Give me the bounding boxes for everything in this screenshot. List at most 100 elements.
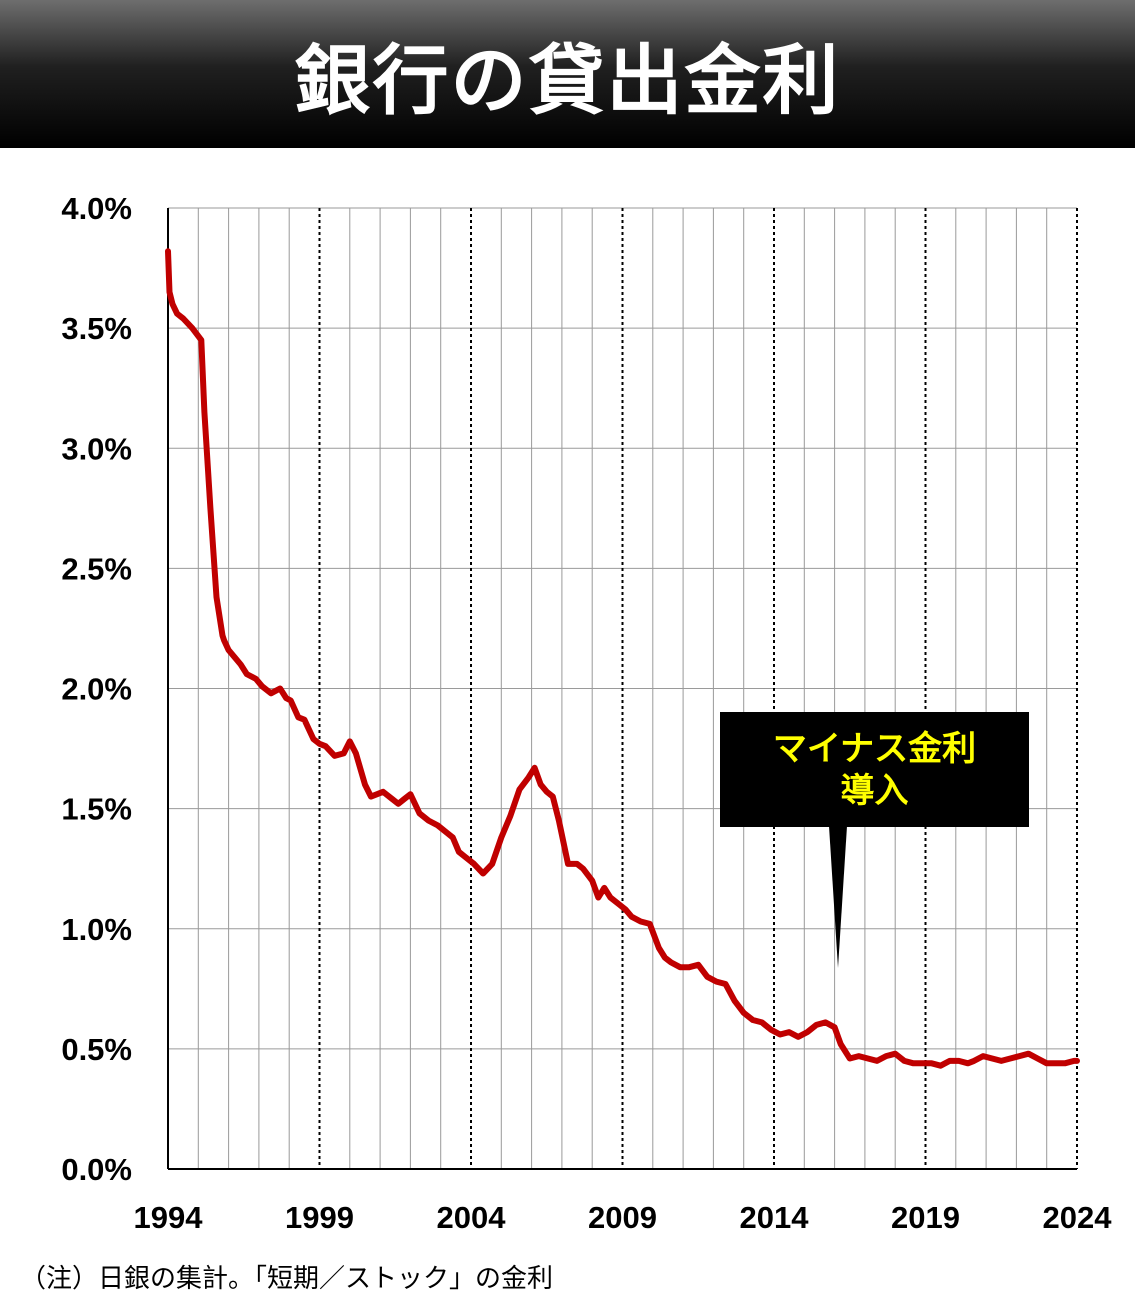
data-point xyxy=(489,861,495,867)
data-point xyxy=(768,1027,774,1033)
x-tick-label: 2004 xyxy=(437,1200,507,1235)
data-point xyxy=(647,921,653,927)
data-point xyxy=(207,505,214,511)
data-point xyxy=(444,830,450,836)
data-point xyxy=(589,878,595,884)
data-point xyxy=(616,902,623,908)
data-point xyxy=(353,750,359,756)
data-point xyxy=(380,789,386,795)
data-point xyxy=(450,834,456,841)
data-point xyxy=(395,801,401,807)
data-point xyxy=(1062,1060,1068,1066)
data-point xyxy=(213,594,220,600)
data-point xyxy=(480,870,486,877)
data-point xyxy=(832,1024,838,1030)
data-point xyxy=(288,697,294,704)
data-point xyxy=(668,959,674,965)
x-tick-label: 1994 xyxy=(134,1200,204,1235)
data-point xyxy=(892,1051,898,1057)
data-point xyxy=(856,1053,862,1059)
data-point xyxy=(998,1058,1004,1064)
data-point xyxy=(750,1017,756,1023)
data-point xyxy=(947,1058,953,1064)
data-point xyxy=(374,791,380,797)
data-point xyxy=(1025,1051,1032,1057)
y-tick-label: 0.0% xyxy=(61,1152,132,1187)
data-point xyxy=(580,866,586,872)
data-point xyxy=(259,683,265,689)
data-point xyxy=(741,1010,747,1016)
data-point xyxy=(686,964,692,970)
data-point xyxy=(169,301,176,307)
data-point xyxy=(1016,1053,1023,1059)
x-axis-tick-labels: 1994 1999 2004 2009 2014 2019 2024 xyxy=(134,1200,1113,1235)
data-point xyxy=(341,750,347,756)
data-point xyxy=(865,1055,871,1062)
data-point xyxy=(166,289,173,295)
data-point xyxy=(910,1060,916,1066)
data-point xyxy=(201,409,207,415)
data-point xyxy=(622,906,629,913)
data-point xyxy=(498,834,504,841)
data-point xyxy=(525,774,532,780)
y-tick-label: 3.0% xyxy=(61,431,132,466)
data-point xyxy=(822,1019,829,1026)
data-point xyxy=(174,311,180,317)
data-point xyxy=(704,974,710,980)
data-point xyxy=(268,690,274,696)
data-point xyxy=(722,981,729,987)
footnote: （注）日銀の集計。「短期／ストック」の金利 xyxy=(20,1264,554,1294)
data-point xyxy=(244,671,250,677)
data-point xyxy=(238,661,244,668)
data-point xyxy=(1035,1055,1041,1062)
data-point xyxy=(507,813,513,819)
data-point xyxy=(695,962,701,968)
data-point xyxy=(938,1063,944,1069)
data-point xyxy=(565,861,571,867)
data-point xyxy=(759,1019,765,1026)
data-point xyxy=(295,714,301,720)
data-point xyxy=(332,753,338,759)
y-tick-label: 1.0% xyxy=(61,912,132,947)
data-point xyxy=(253,676,259,682)
page-title: 銀行の貸出金利 xyxy=(294,36,841,125)
data-point xyxy=(556,818,562,824)
data-point xyxy=(713,979,720,985)
x-tick-label: 2014 xyxy=(740,1200,810,1235)
x-tick-label: 1999 xyxy=(285,1200,354,1235)
data-point xyxy=(416,810,423,817)
x-tick-label: 2009 xyxy=(588,1200,657,1235)
data-point xyxy=(165,248,171,254)
data-point xyxy=(198,337,204,343)
y-tick-label: 2.5% xyxy=(61,551,132,586)
data-point xyxy=(316,741,323,747)
data-point xyxy=(595,894,601,901)
data-point xyxy=(550,794,556,800)
data-point xyxy=(471,861,477,867)
data-point xyxy=(283,695,289,701)
data-point xyxy=(462,854,468,860)
axes xyxy=(167,208,1077,1170)
data-point xyxy=(874,1058,880,1064)
y-axis-tick-labels: 0.0% 0.5% 1.0% 1.5% 2.0% 2.5% 3.0% 3.5% 4.0% xyxy=(61,191,132,1187)
data-point xyxy=(532,765,538,771)
y-tick-label: 2.0% xyxy=(61,672,132,707)
data-point xyxy=(677,964,683,970)
data-point xyxy=(189,325,195,331)
x-tick-label: 2019 xyxy=(891,1200,960,1235)
data-point xyxy=(989,1055,995,1062)
data-point xyxy=(425,818,432,824)
data-point xyxy=(813,1022,820,1028)
data-point xyxy=(786,1029,792,1035)
data-point xyxy=(310,736,317,742)
data-point xyxy=(301,717,307,723)
data-point xyxy=(221,637,227,644)
data-point xyxy=(662,954,668,961)
data-point xyxy=(883,1053,889,1059)
data-point xyxy=(407,791,413,797)
data-point xyxy=(180,315,186,322)
data-point xyxy=(538,782,544,788)
y-tick-label: 1.5% xyxy=(61,792,132,827)
y-tick-label: 4.0% xyxy=(61,191,132,226)
data-point xyxy=(980,1053,986,1059)
